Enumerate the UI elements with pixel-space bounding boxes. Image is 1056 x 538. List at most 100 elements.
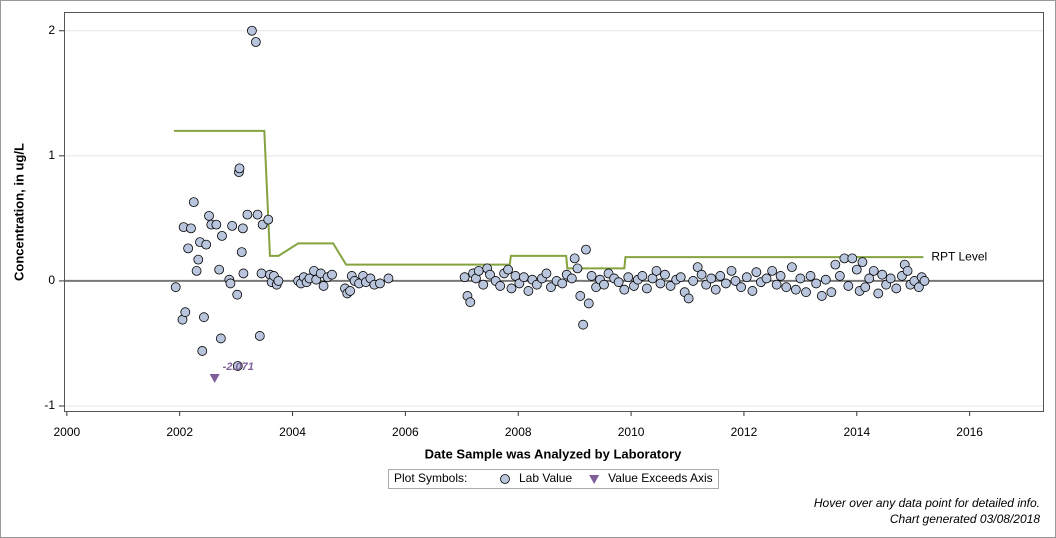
data-point: [710, 284, 721, 295]
legend-title: Plot Symbols:: [394, 471, 467, 485]
data-point: [215, 333, 226, 344]
data-point: [660, 269, 670, 280]
data-point: [877, 269, 888, 280]
data-point: [273, 276, 284, 286]
data-point: [706, 273, 717, 284]
data-point: [232, 289, 243, 300]
x-tick-label: 2004: [279, 425, 306, 439]
note: Hover over any data point for detailed i…: [814, 496, 1040, 510]
data-point: [254, 331, 265, 341]
legend-symbol: [500, 474, 510, 484]
data-point: [843, 281, 854, 291]
data-point: [761, 273, 772, 284]
data-point: [795, 273, 806, 284]
data-point: [211, 219, 222, 230]
data-point: [873, 288, 884, 299]
data-point: [868, 266, 879, 276]
data-point: [751, 267, 762, 278]
x-tick-label: 2010: [618, 425, 645, 439]
x-tick-label: 2008: [505, 425, 532, 439]
data-point: [581, 244, 591, 255]
data-point: [860, 282, 871, 293]
data-point: [546, 282, 556, 293]
data-point: [651, 266, 662, 276]
data-point: [572, 263, 583, 274]
data-point: [851, 264, 862, 275]
data-point: [919, 276, 930, 286]
data-point: [599, 279, 609, 290]
data-point: [675, 272, 686, 283]
data-point: [459, 272, 470, 283]
x-axis-title: Date Sample was Analyzed by Laboratory: [425, 446, 682, 461]
data-point: [655, 278, 666, 289]
data-point: [586, 271, 597, 281]
data-point: [485, 269, 495, 280]
data-point: [747, 286, 758, 296]
data-point: [495, 281, 506, 291]
data-point: [775, 271, 786, 281]
data-point: [619, 284, 630, 295]
data-point: [256, 268, 267, 279]
data-point: [613, 277, 624, 288]
x-tick-label: 2002: [166, 425, 193, 439]
value-label: -2.071: [223, 361, 254, 373]
data-point: [186, 223, 196, 234]
data-point: [575, 291, 586, 301]
data-point: [193, 254, 204, 265]
data-point: [345, 286, 355, 296]
data-point: [834, 271, 845, 281]
y-tick-label: -1: [44, 398, 55, 412]
data-point: [183, 243, 194, 254]
x-tick-label: 2000: [53, 425, 80, 439]
data-point: [204, 210, 214, 221]
data-point: [696, 269, 707, 280]
legend-box: [388, 469, 719, 489]
y-tick-label: 2: [48, 23, 55, 37]
data-point: [170, 282, 181, 293]
data-point: [741, 272, 752, 283]
data-point: [665, 281, 676, 291]
data-point: [688, 276, 699, 286]
data-point: [250, 37, 261, 47]
data-point: [726, 266, 737, 276]
data-point: [242, 209, 253, 220]
x-tick-label: 2012: [731, 425, 758, 439]
data-point: [383, 273, 394, 284]
data-point: [569, 253, 580, 264]
data-point: [237, 223, 248, 234]
data-point: [847, 253, 858, 264]
data-point: [715, 271, 726, 281]
data-point: [197, 346, 208, 356]
legend-symbol: [589, 475, 600, 484]
data-point: [225, 278, 236, 289]
data-point: [214, 264, 225, 275]
data-point: [902, 266, 913, 276]
data-point: [583, 298, 594, 309]
data-point: [787, 262, 797, 273]
data-point: [781, 282, 792, 293]
data-point: [252, 209, 263, 220]
exceed-marker: [209, 374, 220, 383]
data-point: [217, 230, 227, 241]
data-point: [236, 247, 247, 258]
data-point: [327, 269, 337, 280]
data-point: [641, 283, 652, 294]
note: Chart generated 03/08/2018: [890, 512, 1040, 526]
x-tick-label: 2014: [843, 425, 870, 439]
data-point: [232, 361, 243, 371]
legend-label: Lab Value: [519, 471, 572, 485]
data-point: [503, 264, 513, 275]
axes-frame: [64, 12, 1044, 412]
y-tick-label: 1: [48, 148, 55, 162]
data-point: [478, 279, 489, 290]
data-point: [557, 278, 568, 289]
data-point: [465, 297, 476, 308]
data-point: [811, 278, 822, 289]
y-tick-label: 0: [48, 273, 55, 287]
data-point: [683, 293, 694, 304]
data-point: [201, 239, 212, 250]
data-point: [805, 271, 816, 281]
data-point: [692, 262, 703, 273]
